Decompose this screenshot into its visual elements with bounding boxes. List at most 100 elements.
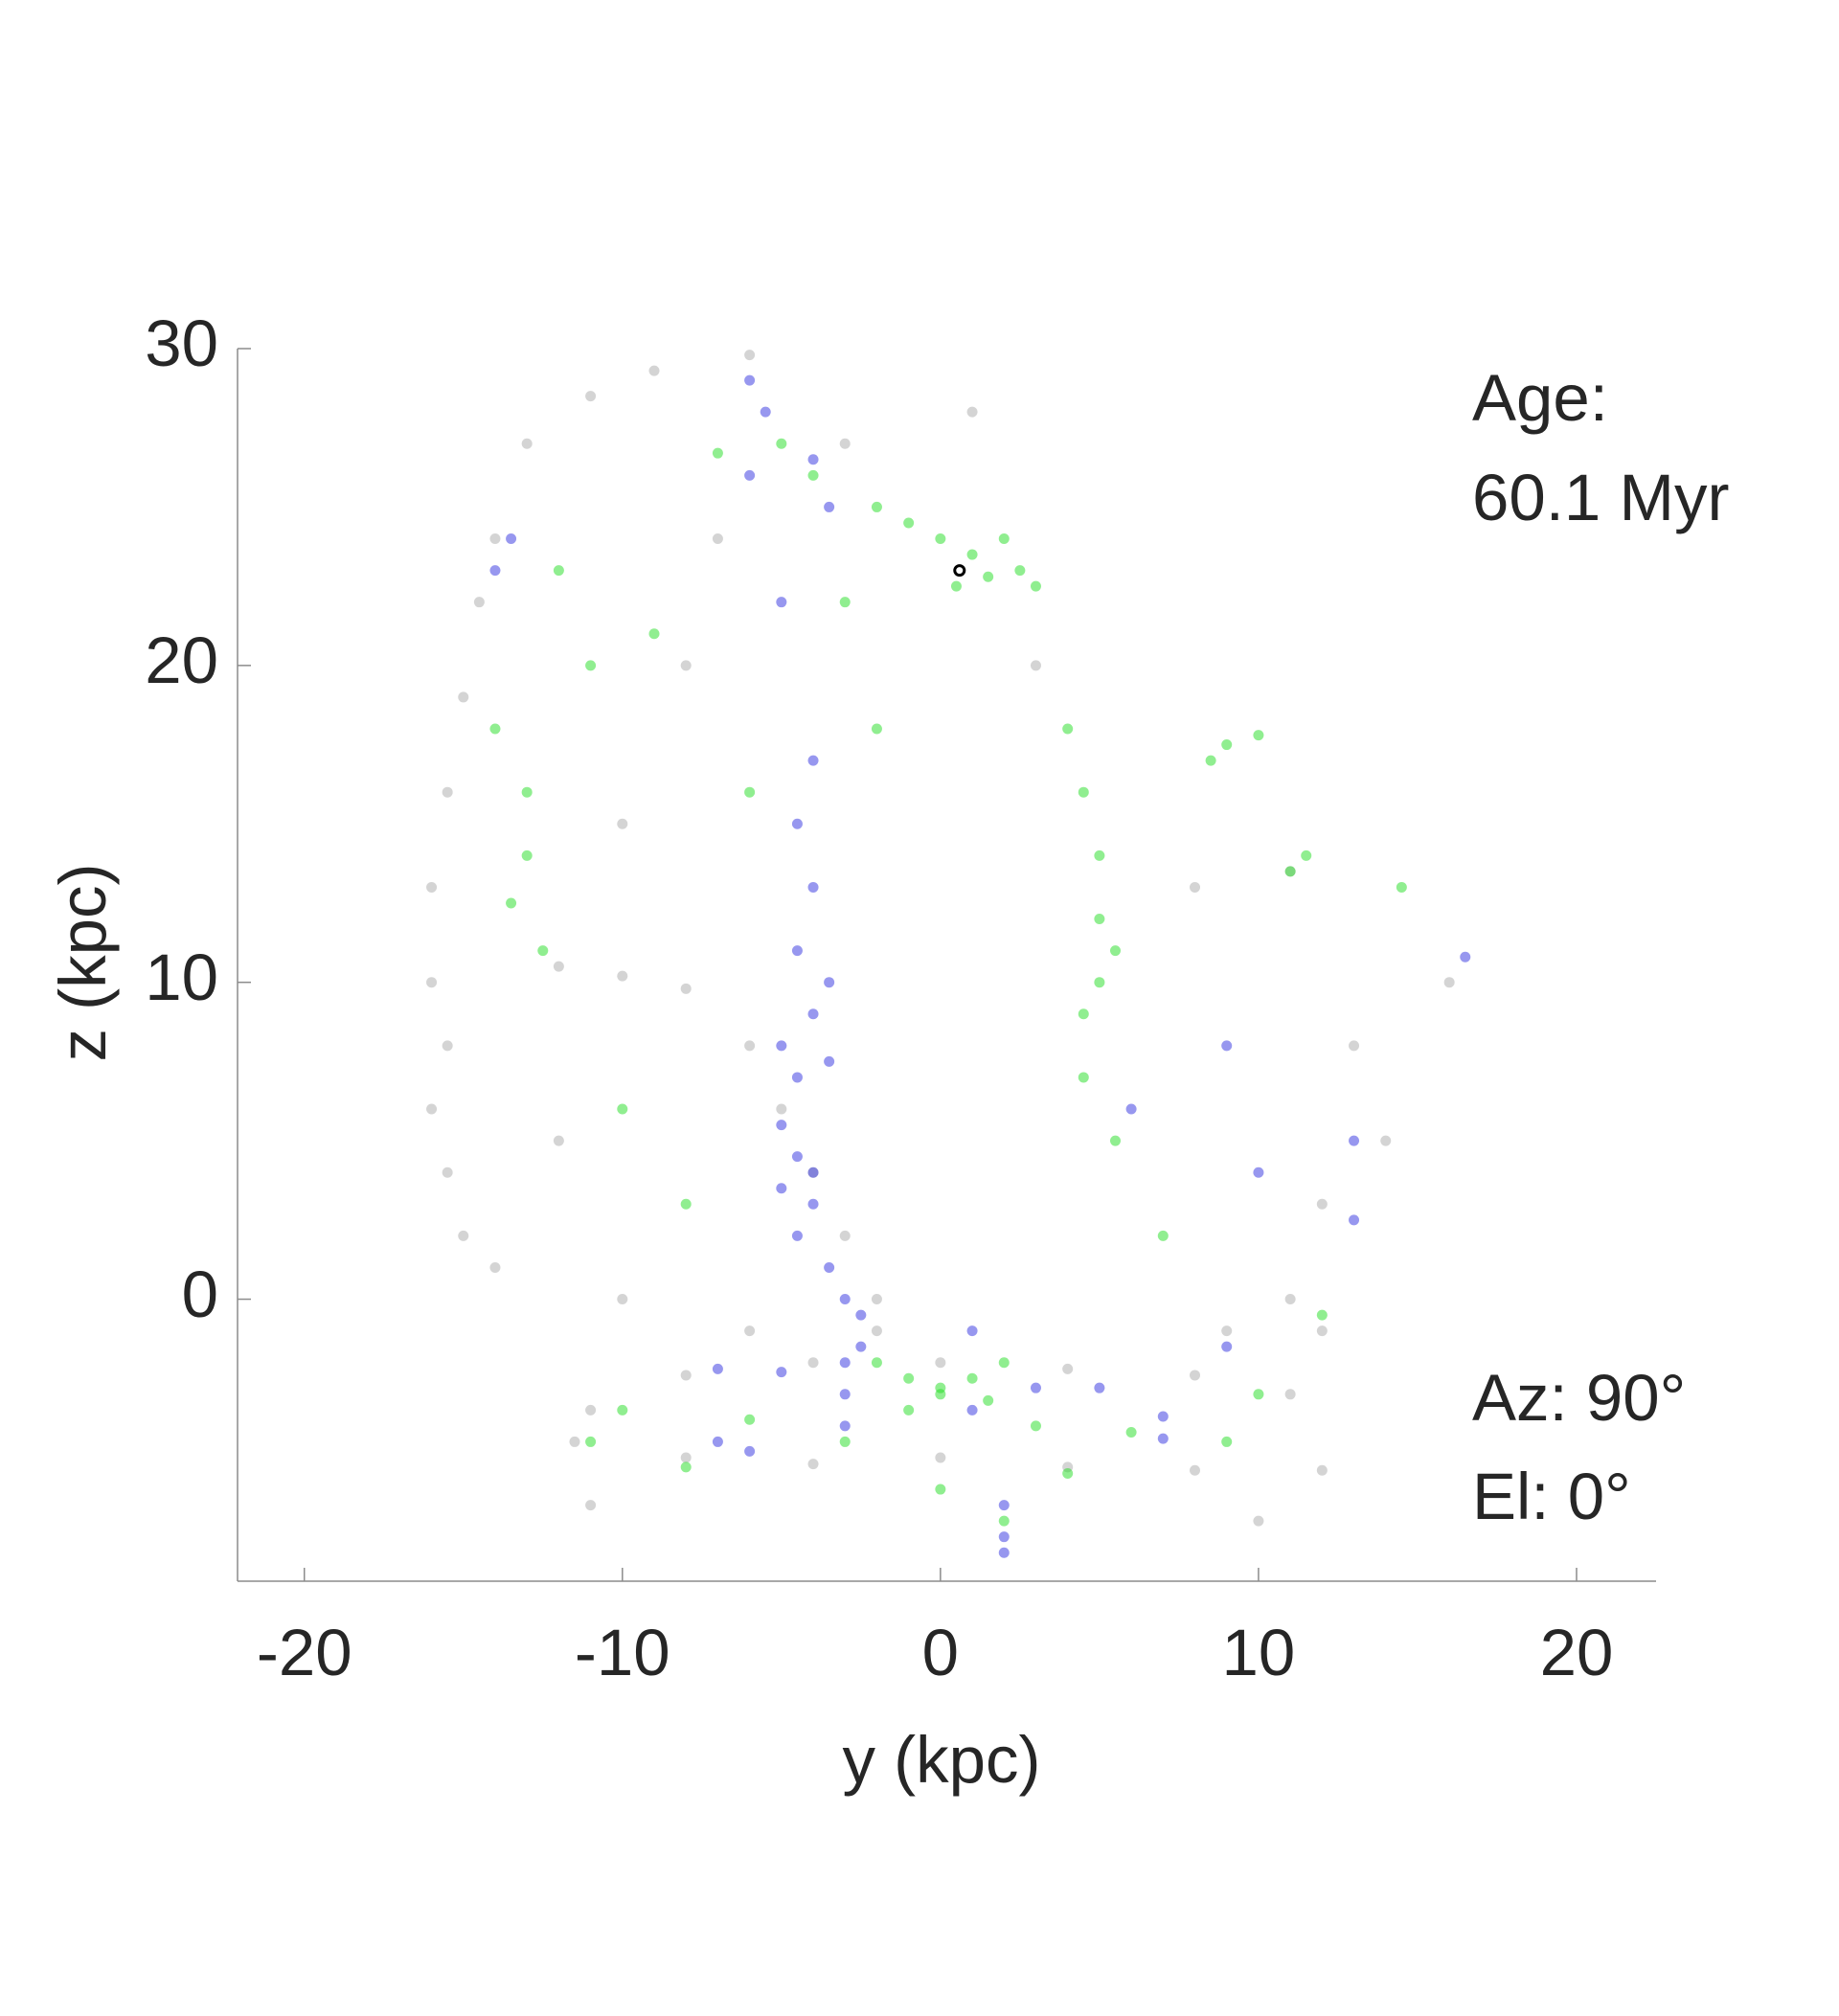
data-point (1190, 1370, 1201, 1381)
data-point (1078, 1072, 1089, 1083)
data-point (776, 1120, 787, 1131)
data-point (521, 786, 533, 798)
data-point (680, 1198, 692, 1210)
data-point (776, 1367, 787, 1378)
data-point (839, 1420, 851, 1432)
data-point (807, 469, 819, 481)
data-point (824, 1261, 835, 1273)
data-point (1062, 723, 1074, 735)
data-point (998, 1547, 1010, 1558)
data-point (1253, 1389, 1264, 1400)
data-point (585, 1404, 597, 1416)
data-point (998, 1357, 1010, 1369)
data-point (617, 970, 628, 982)
data-point (680, 1370, 692, 1381)
x-axis-label: y (kpc) (843, 1723, 1041, 1797)
data-point (1062, 1363, 1074, 1374)
data-point (807, 1167, 819, 1178)
data-point (824, 977, 835, 988)
data-point (506, 533, 517, 545)
data-point (712, 533, 723, 545)
data-point (998, 1515, 1010, 1527)
data-point (935, 1484, 946, 1495)
data-point (839, 1436, 851, 1447)
data-point (1253, 730, 1264, 741)
data-point (935, 1452, 946, 1463)
data-point (1125, 1427, 1137, 1438)
data-point (458, 691, 469, 703)
data-point (1221, 1436, 1233, 1447)
x-tick-label: -10 (575, 1616, 670, 1689)
data-point (776, 1183, 787, 1194)
data-point (903, 1372, 915, 1384)
data-point (903, 1404, 915, 1416)
y-tick-label: 30 (145, 306, 218, 380)
y-axis-label: z (kpc) (46, 864, 120, 1062)
data-point (680, 1461, 692, 1473)
data-point (680, 660, 692, 671)
data-point (807, 1459, 819, 1470)
data-point (744, 1445, 756, 1457)
data-point (935, 1357, 946, 1369)
data-point (791, 1072, 803, 1083)
data-point (489, 723, 501, 735)
data-point (617, 1404, 628, 1416)
data-point (1284, 866, 1296, 877)
annotation: Age: (1472, 361, 1608, 435)
data-point (1349, 1040, 1360, 1052)
data-point (1109, 1135, 1121, 1146)
data-point (966, 406, 978, 418)
data-point (871, 501, 882, 512)
data-point (1221, 1325, 1233, 1337)
data-point (1443, 977, 1455, 988)
data-point (442, 1167, 453, 1178)
data-point (824, 501, 835, 512)
data-point (1316, 1325, 1328, 1337)
data-point (983, 571, 994, 582)
data-point (1190, 1464, 1201, 1476)
data-point (1014, 565, 1026, 577)
data-point (776, 1103, 787, 1115)
data-point (966, 549, 978, 560)
data-point (1460, 951, 1471, 963)
data-point (807, 1198, 819, 1210)
data-point (1078, 1008, 1089, 1020)
data-point (1062, 1468, 1074, 1480)
data-point (473, 597, 485, 608)
data-point (648, 365, 660, 376)
data-point (506, 897, 517, 909)
data-point (1157, 1230, 1169, 1241)
x-tick-label: 10 (1222, 1616, 1296, 1689)
data-point (1316, 1464, 1328, 1476)
data-point (680, 983, 692, 994)
data-point (458, 1230, 469, 1241)
data-point (903, 517, 915, 529)
data-point (950, 580, 962, 592)
data-point (1349, 1214, 1360, 1226)
y-tick-label: 10 (145, 940, 218, 1014)
data-point (1078, 786, 1089, 798)
data-point (426, 977, 438, 988)
data-point (839, 1230, 851, 1241)
data-point (998, 1500, 1010, 1511)
data-point (744, 1414, 756, 1425)
data-point (760, 406, 771, 418)
data-point (537, 945, 549, 957)
data-point (1284, 1294, 1296, 1305)
data-point (1157, 1411, 1169, 1422)
data-point (744, 1040, 756, 1052)
data-point (744, 469, 756, 481)
data-point (791, 1230, 803, 1241)
data-point (839, 1294, 851, 1305)
annotation: 60.1 Myr (1472, 461, 1729, 534)
data-point (1221, 1040, 1233, 1052)
data-point (855, 1341, 867, 1352)
data-point (1030, 660, 1041, 671)
data-point (871, 1325, 882, 1337)
data-point (966, 1404, 978, 1416)
data-point (585, 660, 597, 671)
data-point (617, 1294, 628, 1305)
data-point (983, 1394, 994, 1406)
data-point (1316, 1198, 1328, 1210)
